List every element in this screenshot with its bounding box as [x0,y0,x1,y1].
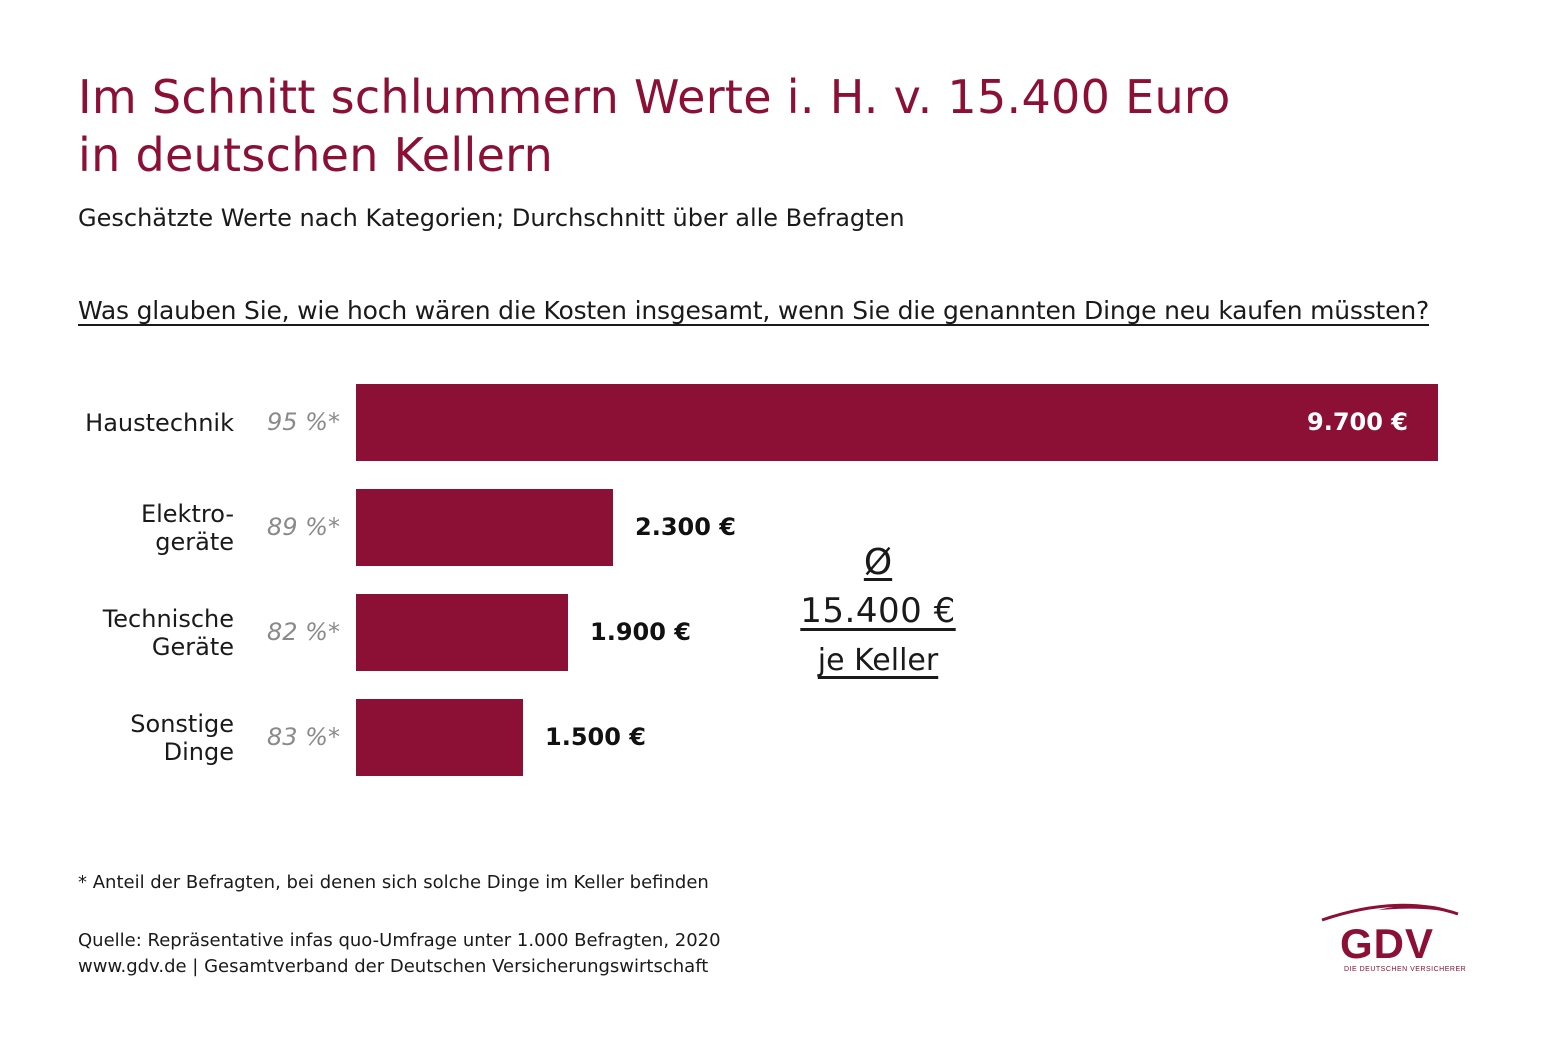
share-label: 95 %* [267,407,340,436]
bar [356,594,568,671]
value-label: 2.300 € [635,512,736,541]
category-label: Haustechnik [14,409,234,437]
gdv-logo-arc-icon [1321,903,1459,922]
chart-subtitle: Geschätzte Werte nach Kategorien; Durchs… [78,204,905,232]
category-label: Elektro-geräte [14,500,234,556]
category-label-line: Technische [102,604,234,633]
average-amount: 15.400 € [800,591,956,631]
average-callout: Ø 15.400 € je Keller [778,540,978,686]
category-label: Technische Geräte [14,605,234,661]
share-label: 83 %* [267,722,340,751]
category-label-line: Dinge [163,737,234,766]
category-label-line: Sonstige [130,709,234,738]
source-line-1: Quelle: Repräsentative infas quo-Umfrage… [78,930,721,951]
value-label: 1.900 € [590,617,691,646]
survey-question: Was glauben Sie, wie hoch wären die Kost… [78,296,1430,325]
bar [356,699,523,776]
category-label-line: geräte [155,527,234,556]
title-line-2: in deutschen Kellern [78,128,554,182]
share-label: 89 %* [267,512,340,541]
footnote: * Anteil der Befragten, bei denen sich s… [78,872,709,893]
chart-title: Im Schnitt schlummern Werte i. H. v. 15.… [78,68,1498,184]
bar [356,489,613,566]
average-unit: je Keller [817,643,939,678]
share-label: 82 %* [267,617,340,646]
category-label: Sonstige Dinge [14,710,234,766]
category-label-line: Elektro- [140,499,234,528]
value-label: 9.700 € [1307,407,1408,436]
category-label-line: Geräte [151,632,234,661]
title-line-1: Im Schnitt schlummern Werte i. H. v. 15.… [78,70,1231,124]
average-symbol: Ø [863,542,893,583]
category-label-line: Haustechnik [85,408,234,437]
value-label: 1.500 € [545,722,646,751]
gdv-logo: GDV [1340,920,1435,967]
bar [356,384,1438,461]
source-block: Quelle: Repräsentative infas quo-Umfrage… [78,928,721,980]
source-line-2: www.gdv.de | Gesamtverband der Deutschen… [78,956,709,977]
gdv-logo-tagline: DIE DEUTSCHEN VERSICHERER [1344,966,1467,973]
